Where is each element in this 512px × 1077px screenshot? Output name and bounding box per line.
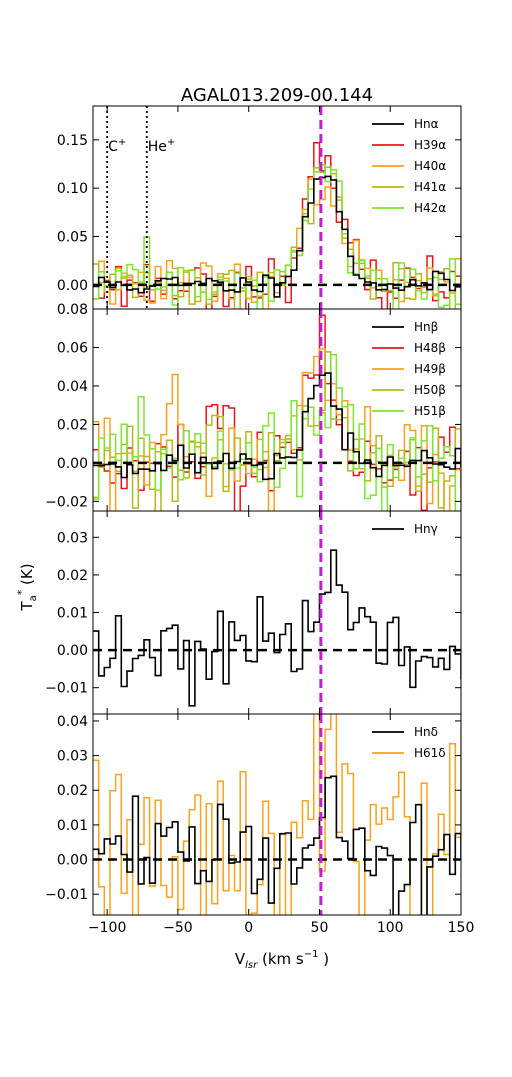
y-tick-label: 0.10 — [57, 181, 88, 197]
series-Hnγ — [93, 549, 461, 707]
legend-entry: H48β — [414, 341, 446, 355]
series-H51β — [93, 354, 461, 511]
legend-entry: H41α — [414, 180, 446, 194]
y-tick-label: 0.02 — [57, 568, 88, 584]
legend-entry: H51β — [414, 404, 446, 418]
svg-text:Ta* (K): Ta* (K) — [15, 563, 39, 611]
y-tick-label: 0.03 — [57, 749, 88, 765]
y-tick-label: 0.15 — [57, 133, 88, 149]
y-tick-label: 0.06 — [57, 340, 88, 356]
chart-title: AGAL013.209-00.144 — [181, 85, 373, 106]
series-Hnδ — [93, 775, 461, 915]
marker-label-C: C+ — [108, 137, 126, 155]
series-Hnα — [93, 175, 461, 298]
y-axis-label-unit: (K) — [18, 563, 36, 589]
y-tick-label: 0.00 — [57, 643, 88, 659]
y-tick-label: 0.00 — [57, 853, 88, 869]
legend-entry: Hnβ — [414, 320, 438, 334]
marker-label-He: He+ — [148, 137, 176, 155]
panel-frame — [92, 308, 462, 512]
panel-alpha: C+ He+ 0.00 0.05 0.10 0.15 0.08 Hnα H39α H40α H41α… — [57, 105, 462, 318]
panel-alpha-series — [93, 142, 461, 309]
series-H50β — [93, 351, 461, 511]
y-tick-label: 0.01 — [57, 606, 88, 622]
y-tick-label: −0.01 — [45, 681, 88, 697]
y-tick-label: 0.01 — [57, 818, 88, 834]
panel-delta: −0.01 0.00 0.01 0.02 0.03 0.04 Hnδ H61δ — [45, 713, 462, 916]
y-tick-label: −0.02 — [45, 494, 88, 510]
panel-beta-series — [93, 314, 461, 511]
y-tick-label: 0.02 — [57, 417, 88, 433]
panel-frame — [92, 510, 462, 715]
y-axis-label: Ta* (K) — [15, 563, 39, 611]
y-tick-label: 0.00 — [57, 456, 88, 472]
x-axis-label-main: V — [235, 950, 246, 968]
y-tick-label: 0.02 — [57, 783, 88, 799]
legend-entry: H50β — [414, 383, 446, 397]
panel-gamma: −0.01 0.00 0.01 0.02 0.03 Hnγ — [45, 510, 462, 715]
y-tick-label: 0.03 — [57, 530, 88, 546]
x-axis-label-unit: (km s — [257, 950, 304, 968]
y-tick-label-bottom: 0.08 — [57, 302, 88, 318]
x-axis-label-sub: lsr — [245, 960, 258, 971]
x-tick-label: −50 — [163, 920, 193, 936]
panel-delta-series — [93, 714, 461, 915]
x-axis-label-sup: −1 — [304, 949, 319, 960]
legend-entry: Hnα — [414, 117, 439, 131]
y-axis-label-sup: * — [15, 589, 28, 595]
y-tick-label: 0.00 — [57, 278, 88, 294]
y-axis-label-main: T — [18, 601, 36, 612]
x-tick-label: 150 — [448, 920, 475, 936]
series-Hnβ — [93, 372, 461, 481]
x-axis-label-close: ) — [319, 950, 330, 968]
legend-entry: Hnγ — [414, 522, 438, 536]
series-H42α — [93, 164, 461, 309]
y-tick-label: −0.01 — [45, 887, 88, 903]
legend-entry: H49β — [414, 362, 446, 376]
legend-entry: Hnδ — [414, 725, 438, 739]
legend-entry: H39α — [414, 138, 446, 152]
x-tick-label: 100 — [377, 920, 404, 936]
y-tick-label: 0.05 — [57, 230, 88, 246]
legend-entry: H40α — [414, 159, 446, 173]
y-axis-label-sub: a — [28, 595, 39, 601]
panel-frame — [92, 713, 462, 916]
series-H61δ — [93, 714, 461, 915]
panels-layer: C+ He+ 0.00 0.05 0.10 0.15 0.08 Hnα H39α H40α H41α… — [45, 105, 475, 936]
y-tick-label: 0.04 — [57, 714, 88, 730]
x-tick-label: 0 — [244, 920, 253, 936]
x-tick-label: −100 — [88, 920, 126, 936]
panel-gamma-series — [93, 549, 461, 707]
x-tick-label: 50 — [311, 920, 329, 936]
x-axis-label: Vlsr (km s−1 ) — [235, 949, 329, 971]
legend-entry: H61δ — [414, 746, 446, 760]
svg-text:Vlsr (km s−1 ): Vlsr (km s−1 ) — [235, 949, 329, 971]
panel-frame — [92, 105, 462, 310]
y-tick-label: 0.04 — [57, 379, 88, 395]
panel-beta: −0.02 0.00 0.02 0.04 0.06 Hnβ H48β H49β H50β H51β — [45, 308, 462, 512]
legend-entry: H42α — [414, 201, 446, 215]
